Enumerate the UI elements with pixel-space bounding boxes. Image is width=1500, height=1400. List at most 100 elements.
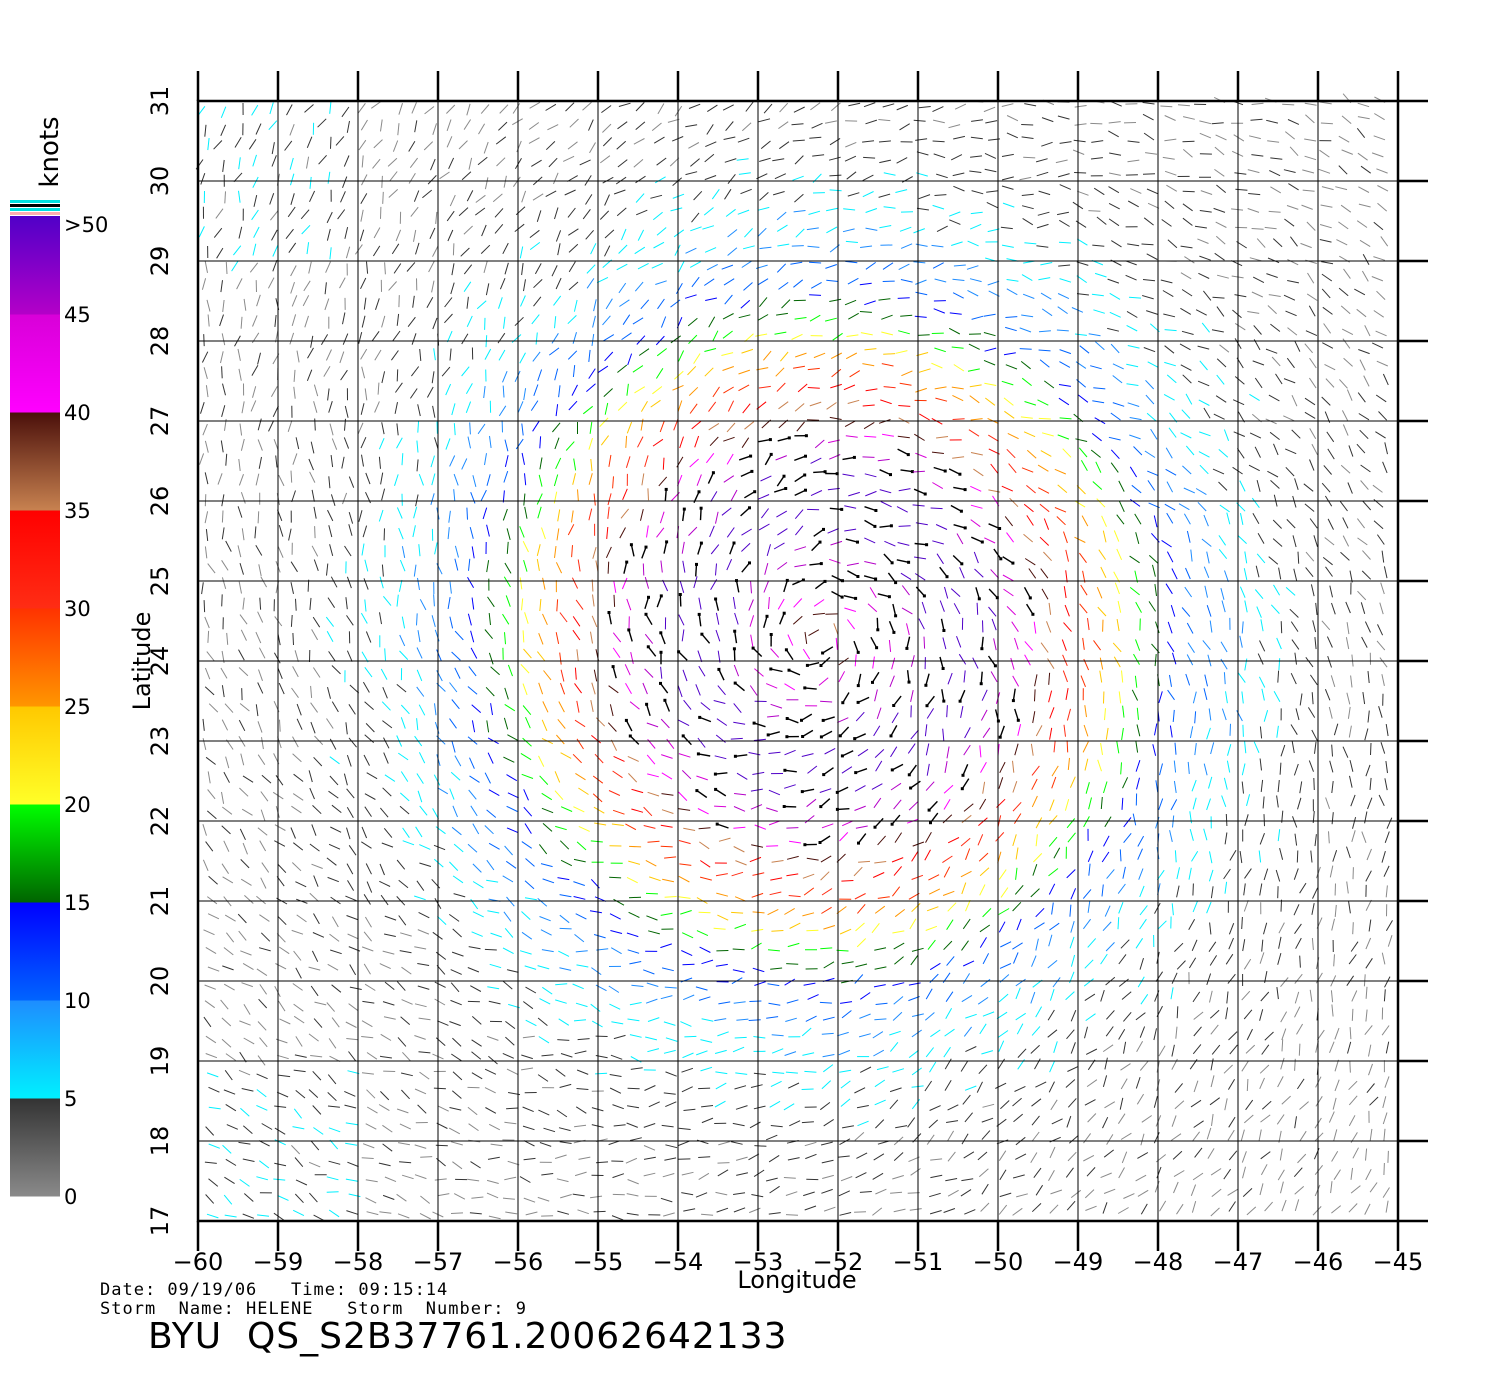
wind-vector (876, 617, 879, 630)
wind-vector (857, 833, 867, 844)
plot-frame (196, 71, 1428, 1251)
wind-vector (735, 1105, 748, 1110)
wind-vector (803, 1191, 815, 1197)
wind-vector (1164, 329, 1177, 332)
wind-vector (1241, 990, 1251, 1001)
wind-vector (331, 438, 338, 450)
wind-vector (757, 314, 769, 321)
wind-vector (1287, 119, 1300, 125)
wind-vector (1220, 587, 1225, 600)
flagged-vector-marker (980, 540, 984, 544)
wind-vector (961, 882, 967, 895)
wind-vector (1031, 1026, 1041, 1036)
wind-vector (1031, 1131, 1040, 1142)
wind-vector (260, 809, 266, 822)
wind-vector (1255, 565, 1260, 578)
latitude-tick-label: 18 (146, 1126, 174, 1157)
wind-vector (1147, 480, 1156, 491)
flagged-vector-marker (894, 614, 898, 618)
wind-vector (344, 1090, 356, 1097)
wind-vector (560, 682, 566, 695)
wind-vector (985, 120, 998, 124)
wind-vector (381, 842, 394, 848)
wind-vector (838, 1190, 851, 1197)
wind-vector (257, 1055, 266, 1066)
wind-vector (240, 878, 252, 886)
wind-vector (1108, 202, 1120, 210)
longitude-tick-label: −60 (173, 1248, 224, 1276)
wind-vector (279, 719, 281, 732)
wind-vector (1239, 635, 1243, 648)
wind-vector (560, 752, 572, 759)
wind-vector (1142, 102, 1155, 105)
wind-vector (1237, 411, 1245, 423)
wind-vector (1102, 1044, 1114, 1053)
flagged-vector-marker (733, 681, 737, 685)
wind-vector (419, 599, 427, 611)
wind-vector (1322, 342, 1334, 349)
wind-vector (238, 649, 245, 661)
colorbar (10, 200, 60, 1197)
wind-vector (596, 276, 609, 284)
wind-vector (631, 808, 644, 813)
wind-vector (538, 1036, 550, 1044)
wind-vector (291, 295, 298, 307)
wind-vector (763, 103, 773, 114)
wind-vector (1249, 432, 1262, 439)
wind-vector (1334, 1059, 1339, 1072)
wind-vector (751, 844, 764, 848)
wind-vector (877, 593, 890, 598)
flagged-vector-marker (645, 702, 649, 706)
wind-vector (1063, 724, 1066, 737)
wind-vector (773, 542, 785, 550)
wind-vector (348, 524, 353, 536)
wind-vector (1085, 1205, 1097, 1211)
wind-vector (472, 863, 482, 873)
wind-vector (593, 806, 605, 814)
wind-vector (1260, 991, 1270, 1002)
wind-vector (205, 756, 216, 765)
wind-vector (1092, 244, 1105, 247)
wind-vector (845, 240, 858, 243)
wind-vector (1226, 991, 1229, 1004)
wind-vector (725, 208, 736, 217)
wind-vector (331, 804, 342, 813)
wind-vector (1003, 397, 1014, 406)
wind-vector (1087, 938, 1097, 948)
wind-vector (931, 244, 944, 248)
wind-vector (801, 1088, 814, 1090)
wind-vector (506, 896, 515, 907)
wind-vector (467, 686, 478, 695)
wind-vector (1214, 252, 1225, 261)
wind-vector (862, 404, 875, 407)
wind-vector (1206, 798, 1211, 811)
wind-vector (484, 772, 491, 784)
flagged-vector-marker (659, 650, 663, 654)
wind-vector (380, 472, 384, 485)
wind-vector (487, 752, 494, 764)
wind-vector (1162, 290, 1174, 298)
wind-vector (296, 350, 300, 363)
wind-vector (948, 327, 961, 335)
wind-vector (651, 262, 663, 269)
wind-vector (982, 1011, 995, 1017)
wind-vector (859, 1191, 872, 1193)
wind-vector (683, 994, 695, 1001)
wind-vector (558, 950, 570, 957)
wind-vector (1147, 202, 1160, 209)
wind-vector (413, 564, 417, 577)
wind-vector (1134, 513, 1142, 525)
wind-vector (382, 1001, 395, 1006)
wind-vector (1247, 169, 1260, 174)
wind-vector (772, 158, 785, 162)
wind-vector (565, 441, 575, 451)
wind-vector (535, 332, 538, 345)
wind-vector (242, 1213, 255, 1219)
wind-vector (345, 246, 351, 259)
wind-vector (343, 155, 350, 167)
wind-vector (963, 670, 966, 683)
wind-vector (726, 527, 735, 538)
wind-vector (411, 333, 417, 345)
wind-vector (365, 631, 372, 643)
wind-vector (716, 1207, 729, 1213)
